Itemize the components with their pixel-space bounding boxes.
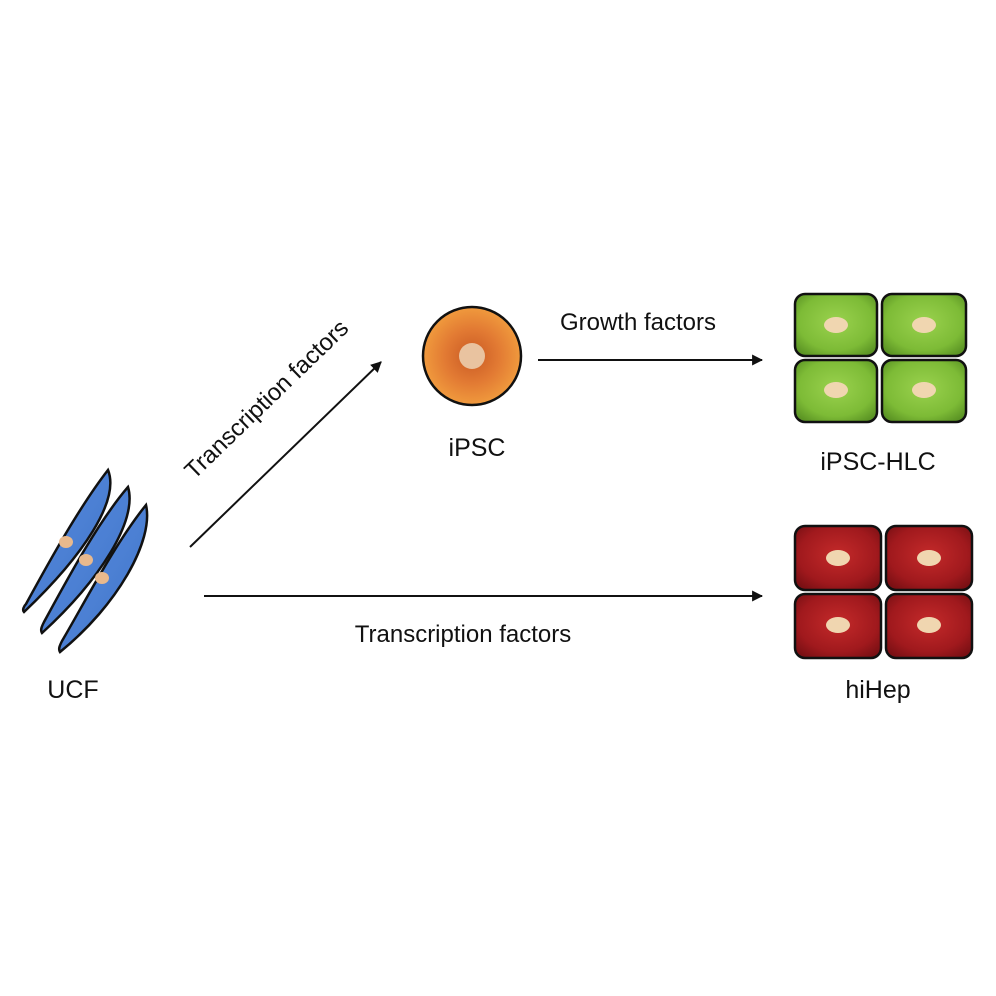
hlc-nucleus-3 xyxy=(824,382,848,398)
node-label-hihep: hiHep xyxy=(845,676,910,704)
hihep-cluster xyxy=(793,524,974,660)
edge-label-ucf-to-hihep: Transcription factors xyxy=(355,621,572,648)
hihep-nucleus-2 xyxy=(917,550,941,566)
node-label-ipsc: iPSC xyxy=(449,434,506,462)
ucf-nucleus-1 xyxy=(59,536,73,548)
hlc-nucleus-1 xyxy=(824,317,848,333)
ucf-nucleus-2 xyxy=(79,554,93,566)
ucf-cells xyxy=(21,467,149,654)
ipsc-hlc-cluster xyxy=(793,292,968,424)
arrow-ucf-to-ipsc xyxy=(189,361,382,548)
ipsc-cell xyxy=(421,305,523,407)
hihep-nucleus-4 xyxy=(917,617,941,633)
hlc-nucleus-4 xyxy=(912,382,936,398)
hihep-nucleus-1 xyxy=(826,550,850,566)
node-label-ucf: UCF xyxy=(47,676,98,704)
edge-label-ipsc-to-hlc: Growth factors xyxy=(560,309,716,336)
hlc-nucleus-2 xyxy=(912,317,936,333)
ipsc-nucleus xyxy=(459,343,485,369)
hihep-nucleus-3 xyxy=(826,617,850,633)
node-label-ipsc-hlc: iPSC-HLC xyxy=(820,448,935,476)
ucf-nucleus-3 xyxy=(95,572,109,584)
edge-label-ucf-to-ipsc: Transcription factors xyxy=(180,315,355,485)
